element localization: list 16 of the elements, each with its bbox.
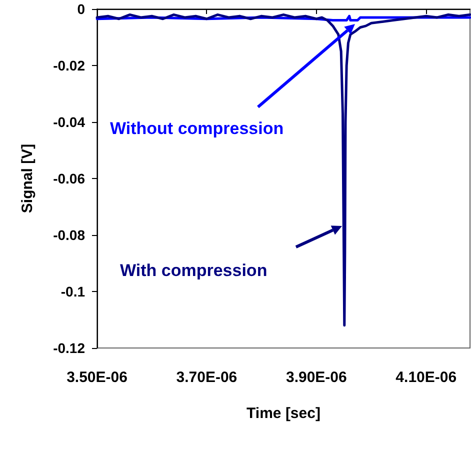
x-tick-label: 3.50E-06 [66, 369, 128, 386]
x-tick-label: 3.90E-06 [286, 369, 347, 386]
x-axis-title: Time [sec] [246, 405, 320, 422]
y-tick-label: 0 [77, 1, 86, 17]
x-tick-label: 4.10E-06 [396, 369, 457, 386]
y-tick-label: -0.1 [60, 284, 86, 300]
y-tick-label: -0.02 [53, 58, 86, 74]
text: With compression [120, 261, 268, 280]
y-tick-label: -0.12 [53, 340, 86, 356]
y-axis-title: Signal [V] [19, 144, 36, 214]
y-tick-label: -0.06 [53, 170, 86, 186]
y-tick-label: -0.04 [53, 114, 86, 130]
x-tick-label: 3.70E-06 [176, 369, 238, 386]
y-tick-label: -0.08 [53, 227, 86, 243]
line-series [96, 13, 471, 327]
text: Without compression [110, 119, 284, 138]
